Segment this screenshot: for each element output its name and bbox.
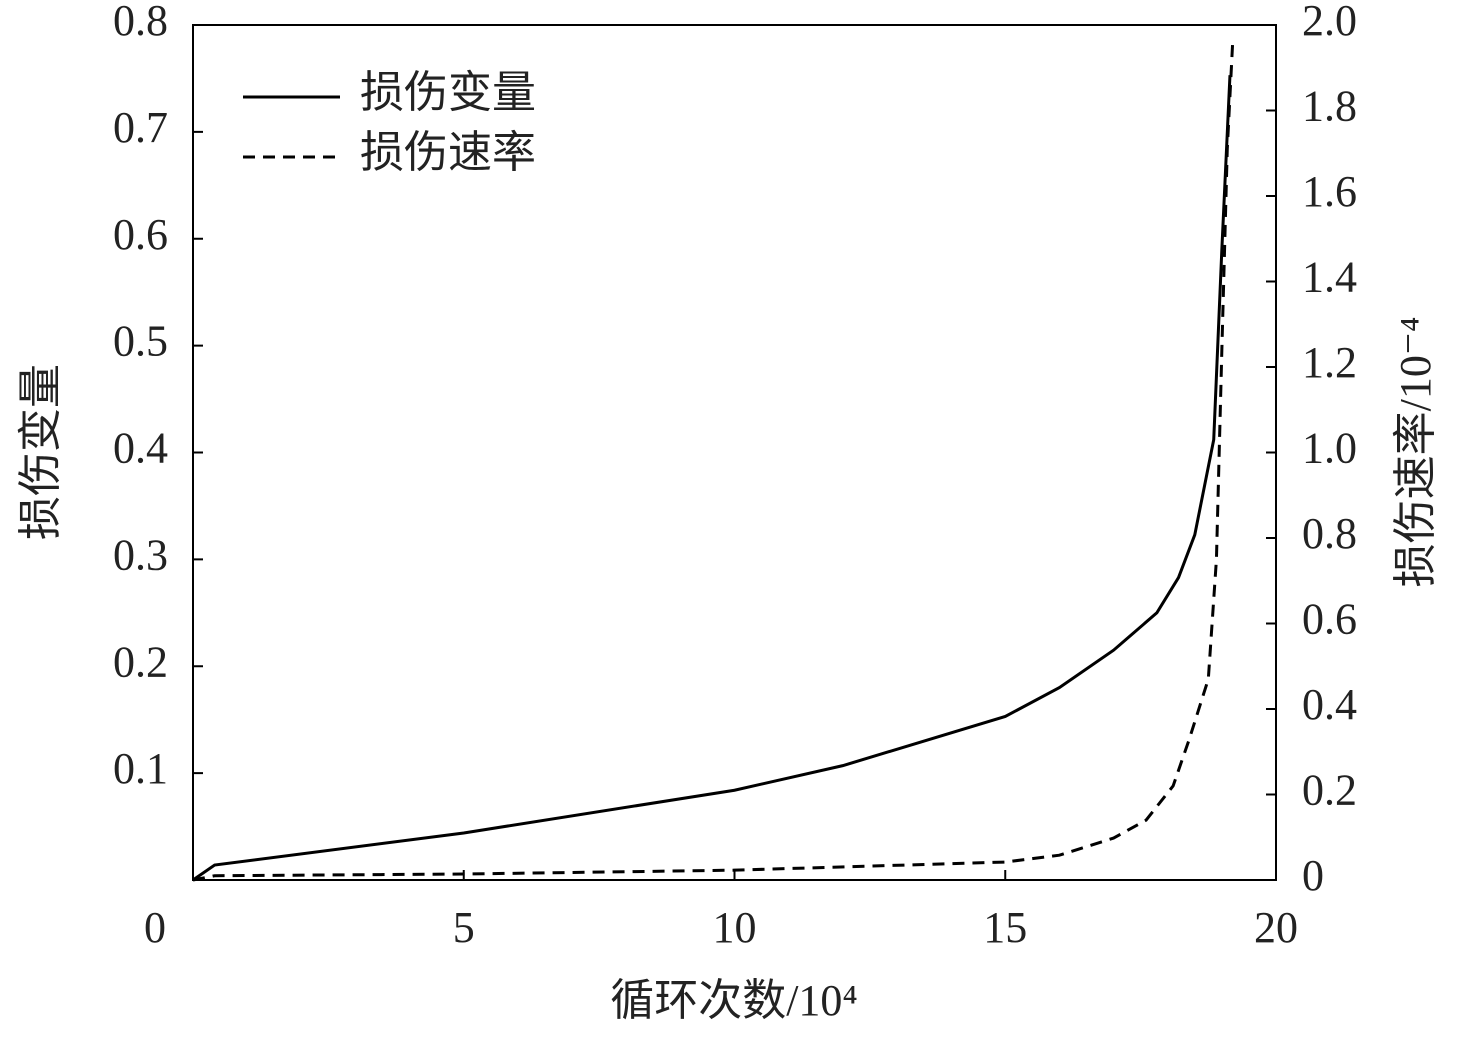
y-tick-label: 0.3 <box>113 530 168 579</box>
y-tick-label: 0.7 <box>113 103 168 152</box>
x-tick-label: 5 <box>453 903 475 952</box>
y2-tick-label: 0.8 <box>1302 509 1357 558</box>
x-tick-label: 15 <box>983 903 1027 952</box>
y2-tick-label: 0 <box>1302 851 1324 900</box>
y2-tick-label: 0.2 <box>1302 766 1357 815</box>
y2-tick-label: 1.6 <box>1302 167 1357 216</box>
legend-label: 损伤变量 <box>360 68 536 117</box>
x-tick-label: 0 <box>144 903 166 952</box>
plot-frame <box>192 24 1277 881</box>
y-axis-label: 损伤变量 <box>16 364 65 540</box>
y2-tick-label: 1.4 <box>1302 253 1357 302</box>
y-tick-label: 0.6 <box>113 210 168 259</box>
y2-tick-label: 1.8 <box>1302 82 1357 131</box>
y2-axis-label: 损伤速率/10⁻⁴ <box>1391 317 1440 588</box>
y2-tick-label: 2.0 <box>1302 0 1357 45</box>
legend-label: 损伤速率 <box>360 128 536 177</box>
y2-tick-label: 0.4 <box>1302 680 1357 729</box>
y-tick-label: 0.2 <box>113 637 168 686</box>
y-tick-label: 0.8 <box>113 0 168 45</box>
x-axis-label: 循环次数/10⁴ <box>610 976 858 1025</box>
series-line <box>192 42 1235 882</box>
y-tick-label: 0.4 <box>113 424 168 473</box>
y2-tick-label: 1.0 <box>1302 424 1357 473</box>
series-line <box>192 75 1232 882</box>
y2-tick-label: 1.2 <box>1302 338 1357 387</box>
x-tick-label: 10 <box>713 903 757 952</box>
y-tick-label: 0.1 <box>113 744 168 793</box>
y-tick-label: 0.5 <box>113 317 168 366</box>
y2-tick-label: 0.6 <box>1302 595 1357 644</box>
x-tick-label: 20 <box>1254 903 1298 952</box>
